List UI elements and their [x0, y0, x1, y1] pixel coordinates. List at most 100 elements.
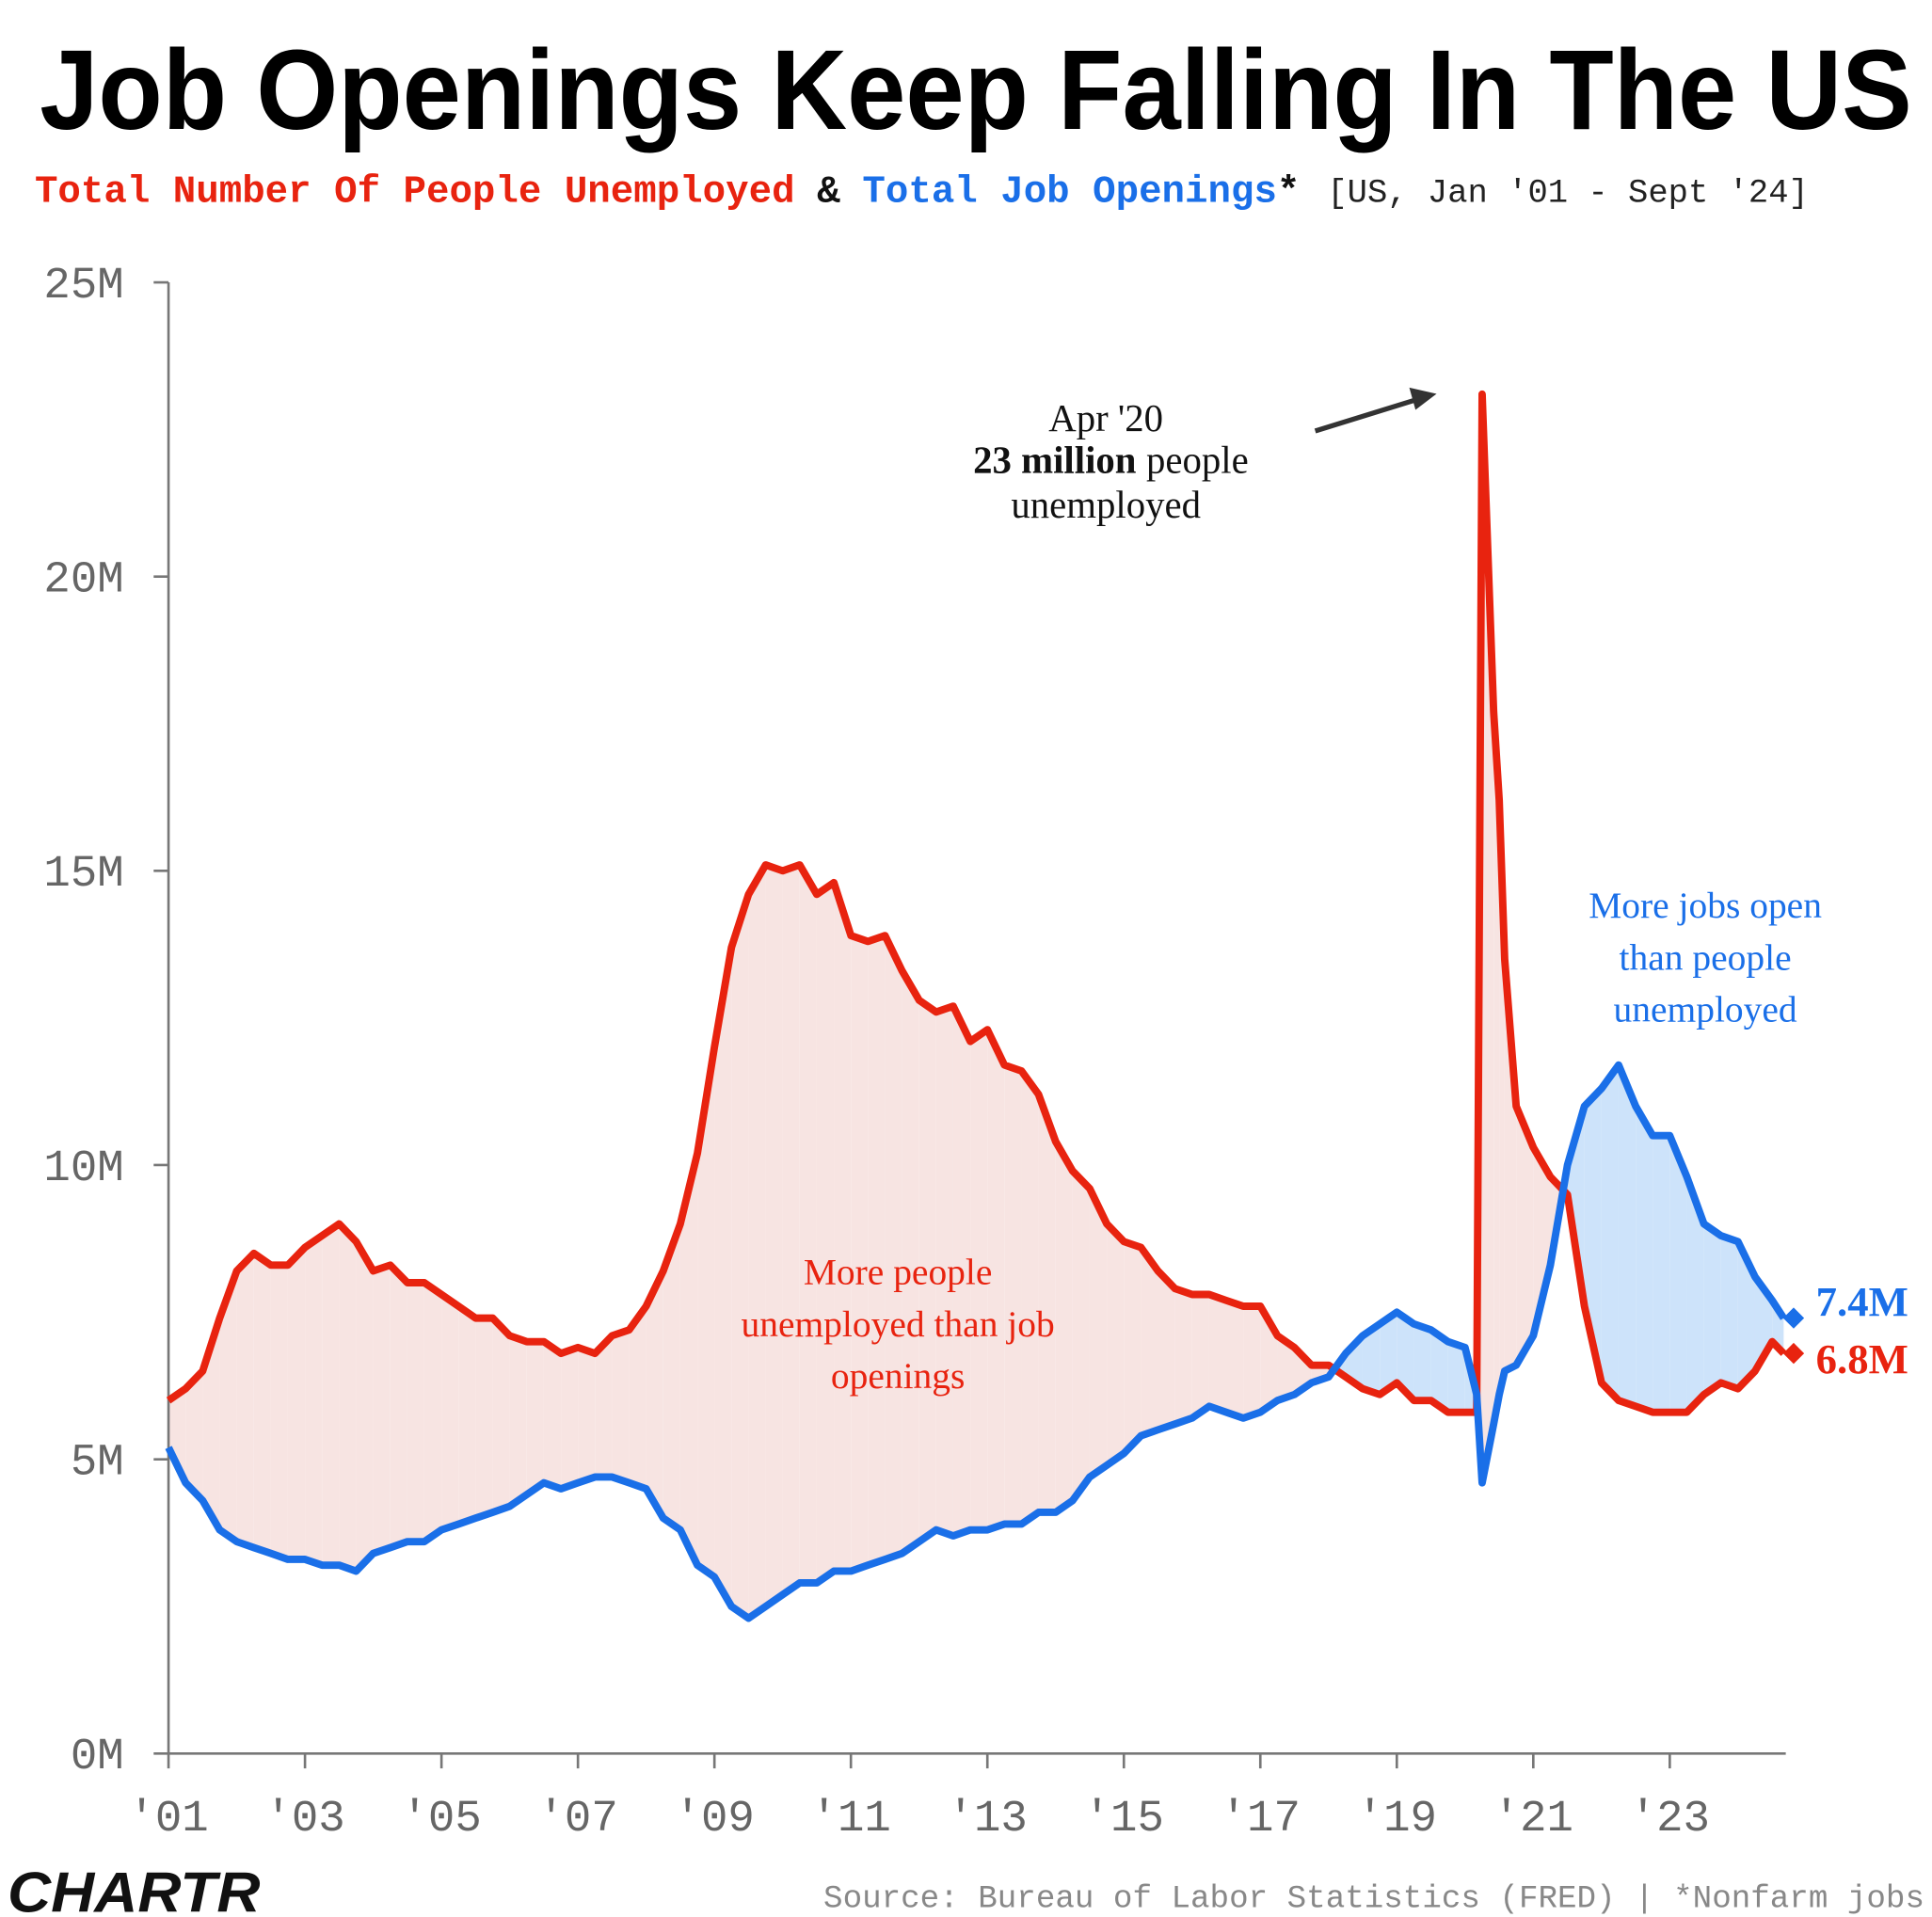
- annotation-arrowhead: [1409, 387, 1437, 410]
- gap-area: [1413, 1323, 1431, 1401]
- gap-area: [1669, 1135, 1687, 1413]
- subtitle-unemployed: Total Number Of People Unemployed: [35, 170, 795, 214]
- gap-area: [1686, 1176, 1704, 1413]
- gap-area: [509, 1335, 527, 1507]
- gap-area: [1737, 1241, 1755, 1389]
- end-label: 7.4M: [1816, 1278, 1908, 1325]
- gap-area: [987, 1030, 1005, 1530]
- gap-area: [253, 1253, 271, 1554]
- gap-area: [1601, 1064, 1619, 1401]
- gap-area: [799, 865, 817, 1583]
- y-tick-label: 20M: [43, 555, 123, 605]
- x-tick-label: '19: [1357, 1795, 1437, 1845]
- gap-area: [526, 1341, 544, 1495]
- x-tick-label: '09: [675, 1795, 755, 1845]
- x-tick-label: '05: [401, 1795, 481, 1845]
- gap-area: [765, 865, 783, 1606]
- gap-area: [1124, 1241, 1142, 1454]
- gap-area: [646, 1270, 663, 1519]
- gap-area: [322, 1223, 340, 1566]
- gap-area: [595, 1335, 613, 1478]
- gap-area: [1636, 1106, 1653, 1413]
- gap-area: [356, 1241, 374, 1572]
- gap-area: [970, 1030, 988, 1530]
- annotation-date: Apr '20: [1048, 397, 1163, 439]
- source: Source: Bureau of Labor Statistics (FRED…: [823, 1881, 1924, 1917]
- subtitle-joiner: &: [817, 170, 840, 214]
- gap-area: [1089, 1188, 1108, 1478]
- gap-area: [1533, 1147, 1551, 1336]
- gap-area: [1055, 1141, 1073, 1512]
- gap-area: [1174, 1288, 1192, 1425]
- series-line: [166, 390, 1787, 1416]
- gap-area: [287, 1247, 306, 1559]
- gap-area: [1720, 1235, 1738, 1389]
- gap-area: [339, 1223, 357, 1572]
- gap-area: [1191, 1294, 1209, 1418]
- gap-area: [748, 865, 766, 1619]
- region-note: More jobs open: [1589, 885, 1822, 926]
- region-note: than people: [1620, 936, 1792, 978]
- y-tick-label: 15M: [43, 850, 123, 900]
- areas: [168, 393, 1784, 1619]
- gap-area: [629, 1306, 647, 1489]
- gap-area: [1158, 1270, 1175, 1430]
- x-tick-label: '07: [538, 1795, 618, 1845]
- gap-area: [1038, 1094, 1056, 1512]
- gap-area: [663, 1223, 680, 1530]
- gap-area: [458, 1306, 476, 1525]
- gap-area: [543, 1341, 562, 1489]
- region-notes: More people unemployed than job openings Mo…: [742, 885, 1823, 1397]
- gap-area: [1430, 1330, 1448, 1413]
- gap-area: [935, 1006, 953, 1536]
- gap-area: [1072, 1171, 1090, 1501]
- chart-title: Job Openings Keep Falling In The US: [40, 25, 1912, 153]
- gap-area: [1447, 1341, 1465, 1413]
- subtitle-star: *: [1277, 170, 1300, 214]
- gap-area: [168, 1388, 186, 1483]
- gap-area: [1380, 1312, 1397, 1395]
- gap-area: [1397, 1312, 1414, 1401]
- gap-area: [816, 882, 835, 1583]
- gap-area: [714, 947, 732, 1606]
- gap-area: [1703, 1223, 1721, 1395]
- lines: 6.8M 7.4M: [165, 390, 1908, 1622]
- x-tick-label: '15: [1084, 1795, 1164, 1845]
- x-tick-label: '01: [128, 1795, 208, 1845]
- gap-area: [1493, 711, 1500, 1425]
- gap-area: [885, 935, 902, 1559]
- gap-area: [1208, 1294, 1226, 1413]
- gap-area: [1225, 1300, 1244, 1418]
- gap-area: [305, 1235, 323, 1566]
- gap-area: [407, 1283, 424, 1542]
- y-tick-label: 5M: [71, 1438, 124, 1488]
- gap-area: [236, 1253, 254, 1548]
- region-note: unemployed than job: [742, 1303, 1055, 1345]
- end-marker: [1782, 1342, 1805, 1365]
- annotation-main: 23 million people: [973, 439, 1249, 482]
- annotation-last: unemployed: [1011, 484, 1201, 526]
- gap-area: [782, 865, 800, 1595]
- gap-area: [1653, 1135, 1670, 1413]
- gap-area: [578, 1347, 596, 1483]
- end-marker: [1782, 1307, 1805, 1329]
- region-note: unemployed: [1614, 989, 1797, 1030]
- gap-area: [219, 1270, 237, 1542]
- annotation-peak: Apr '20 23 million people unemployed: [973, 397, 1249, 526]
- gap-area: [475, 1318, 493, 1519]
- gap-area: [612, 1330, 630, 1483]
- region-note: openings: [831, 1355, 966, 1397]
- gap-area: [1618, 1064, 1637, 1407]
- gap-area: [952, 1006, 971, 1536]
- gap-area: [1516, 1106, 1534, 1366]
- x-tick-label: '17: [1221, 1795, 1301, 1845]
- y-tick-label: 25M: [43, 262, 123, 312]
- gap-area: [185, 1370, 203, 1501]
- end-label: 6.8M: [1816, 1335, 1908, 1382]
- annotation-arrow: [1314, 396, 1420, 434]
- gap-area: [561, 1347, 579, 1489]
- subtitle-openings: Total Job Openings: [862, 170, 1277, 214]
- gap-area: [373, 1265, 391, 1554]
